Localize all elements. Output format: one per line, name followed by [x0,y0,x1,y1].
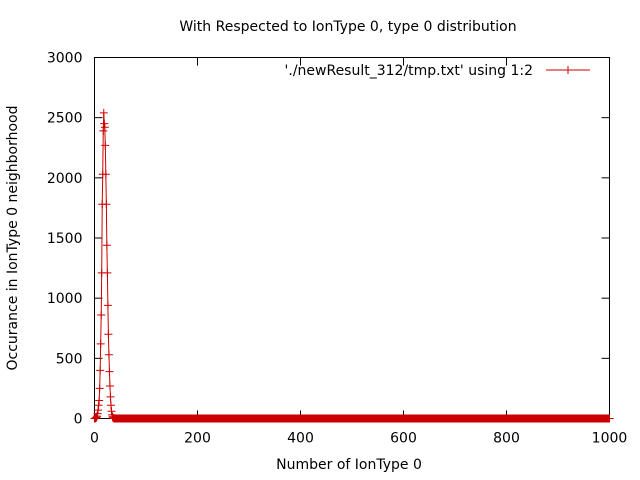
plot-frame [94,57,610,419]
data-point [99,126,108,135]
y-tick-label: 2500 [47,111,83,127]
data-point [93,409,102,418]
data-point [105,367,114,376]
data-point [101,141,110,150]
y-tick-label: 1000 [47,291,83,307]
data-point [99,108,108,117]
data-point [106,392,115,401]
x-tick-label: 1000 [592,431,628,447]
legend-label: './newResult_312/tmp.txt' using 1:2 [285,63,533,79]
y-tick-label: 2000 [47,171,83,187]
data-point [103,268,112,277]
data-point [96,366,105,375]
data-point [94,406,103,415]
data-point [95,396,104,405]
x-tick-label: 400 [287,431,314,447]
x-tick-label: 600 [390,431,417,447]
y-tick-label: 1500 [47,231,83,247]
x-axis-label: Number of IonType 0 [276,457,422,473]
data-point [106,401,115,410]
series-group [90,108,614,423]
data-point [107,407,116,416]
x-ticks: 0 200 400 600 800 1000 [90,57,628,447]
legend: './newResult_312/tmp.txt' using 1:2 [285,63,590,79]
data-point [96,339,105,348]
data-point [100,123,109,132]
legend-marker [564,66,572,74]
data-point [100,119,109,128]
data-point [95,384,104,393]
y-tick-label: 0 [74,412,83,428]
y-axis-label: Occurance in IonType 0 neighborhood [5,106,21,371]
y-tick-label: 3000 [47,51,83,67]
data-point [92,413,101,422]
data-point [101,170,110,179]
data-point [97,311,106,320]
data-point [104,330,113,339]
y-tick-label: 500 [56,351,83,367]
series-line [94,112,610,419]
x-tick-label: 800 [493,431,520,447]
y-ticks: 0 500 1000 1500 2000 2500 3000 [47,51,610,428]
data-point [102,200,111,209]
data-point [102,241,111,250]
x-tick-label: 0 [90,431,99,447]
x-tick-label: 200 [184,431,211,447]
data-point [103,301,112,310]
chart-title: With Respected to IonType 0, type 0 dist… [179,19,516,35]
data-point [94,401,103,410]
data-point [105,382,114,391]
data-point [92,413,101,422]
data-point [104,350,113,359]
